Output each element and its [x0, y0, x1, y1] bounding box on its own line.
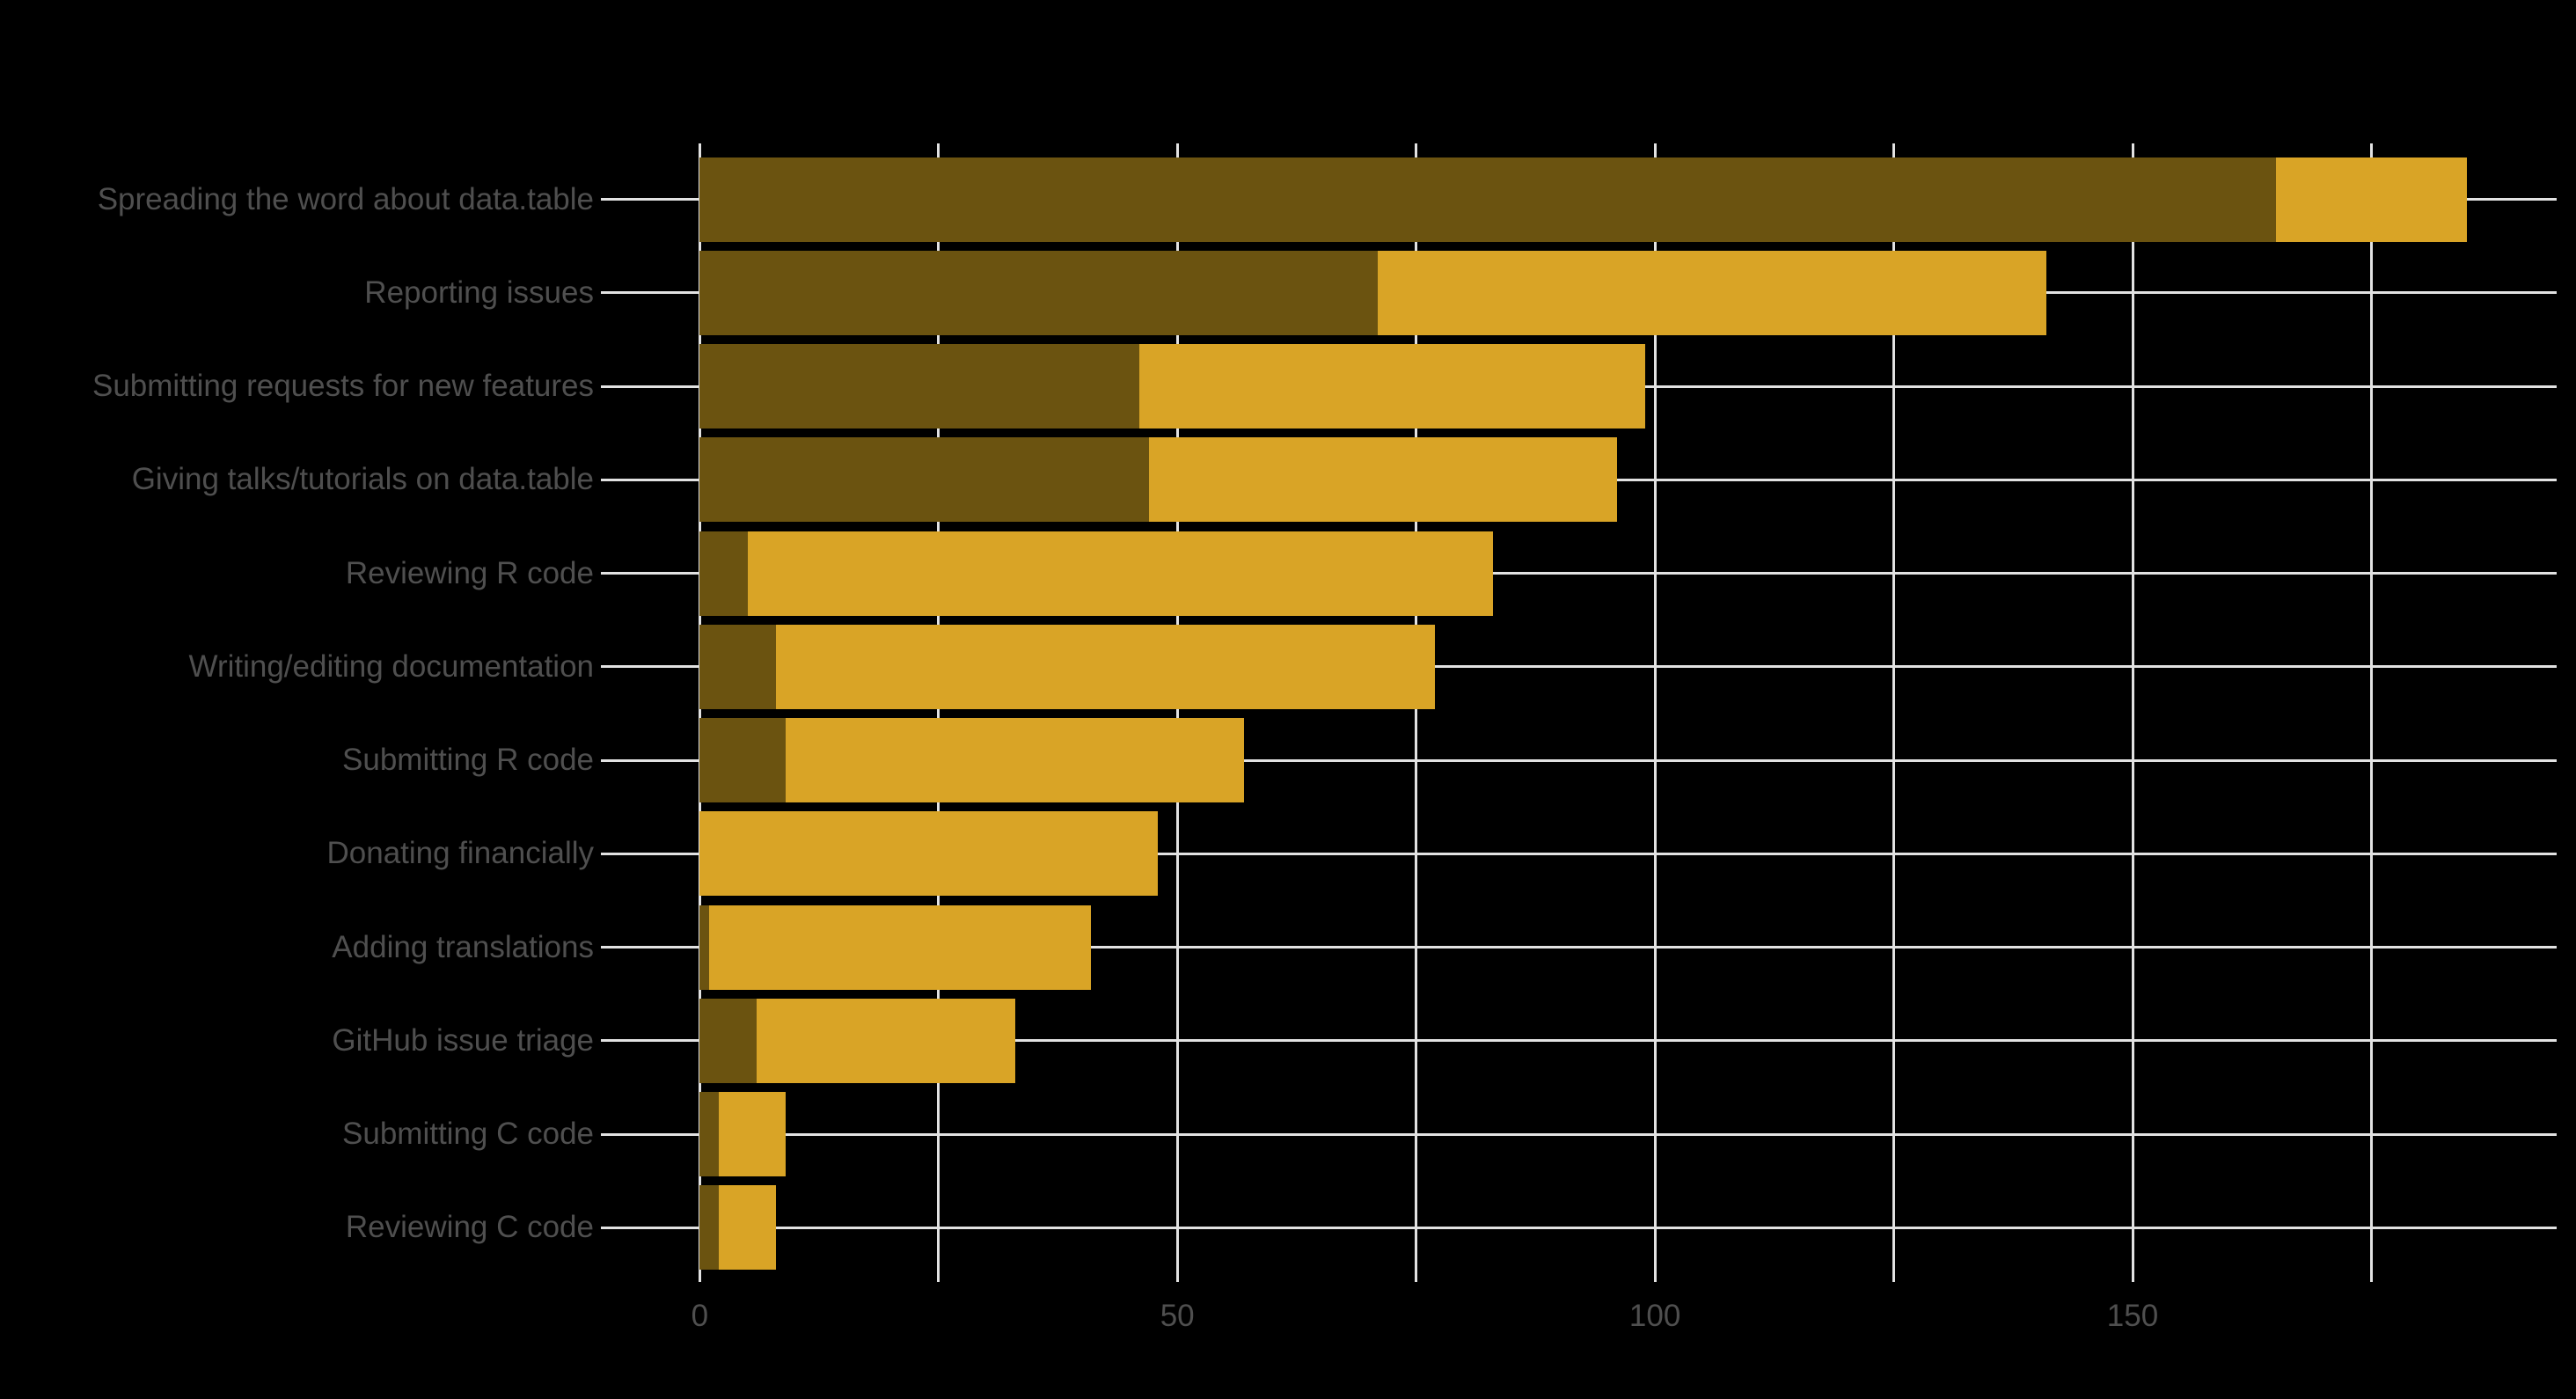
- vertical-gridline: [1175, 143, 1179, 1282]
- bar-segment-series_2_gold: [699, 811, 1159, 897]
- bar-segment-series_2_gold: [757, 998, 1015, 1083]
- bar-segment-series_2_gold: [709, 905, 1092, 990]
- horizontal-gridline: [601, 946, 2557, 949]
- category-label: Giving talks/tutorials on data.table: [131, 462, 594, 497]
- category-label: Spreading the word about data.table: [97, 181, 594, 216]
- bar-segment-series_2_gold: [1148, 437, 1617, 523]
- category-label: Adding translations: [332, 929, 594, 964]
- bar-segment-series_2_gold: [1138, 344, 1646, 429]
- horizontal-gridline: [601, 572, 2557, 575]
- horizontal-gridline: [601, 665, 2557, 669]
- category-label: GitHub issue triage: [332, 1022, 594, 1058]
- x-tick-label: 50: [1160, 1299, 1195, 1333]
- horizontal-gridline: [601, 852, 2557, 855]
- category-label: Submitting requests for new features: [91, 369, 594, 404]
- bar-segment-series_1_dark_olive: [699, 905, 710, 990]
- vertical-gridline: [1415, 143, 1418, 1282]
- bar-segment-series_1_dark_olive: [699, 1185, 719, 1271]
- horizontal-gridline: [601, 758, 2557, 762]
- plot-area: [611, 143, 2557, 1282]
- vertical-gridline: [2131, 143, 2134, 1282]
- bar-segment-series_1_dark_olive: [699, 157, 2276, 242]
- bar-segment-series_2_gold: [776, 624, 1436, 709]
- category-label: Submitting R code: [342, 743, 594, 778]
- vertical-gridline: [1653, 143, 1657, 1282]
- bar-segment-series_1_dark_olive: [699, 437, 1149, 523]
- horizontal-gridline: [601, 1226, 2557, 1229]
- bar-segment-series_1_dark_olive: [699, 998, 757, 1083]
- bar-segment-series_2_gold: [786, 718, 1245, 803]
- horizontal-gridline: [601, 1039, 2557, 1043]
- vertical-gridline: [937, 143, 940, 1282]
- category-label: Submitting C code: [342, 1117, 594, 1151]
- x-tick-label: 0: [691, 1299, 709, 1333]
- category-label: Reviewing C code: [345, 1210, 594, 1245]
- bar-segment-series_2_gold: [719, 1092, 787, 1176]
- category-label: Writing/editing documentation: [188, 648, 594, 684]
- vertical-gridline: [2369, 143, 2373, 1282]
- bar-segment-series_1_dark_olive: [699, 531, 748, 616]
- bar-segment-series_2_gold: [1378, 250, 2047, 335]
- category-label: Reviewing R code: [345, 555, 594, 590]
- bar-segment-series_1_dark_olive: [699, 624, 777, 709]
- bar-segment-series_2_gold: [719, 1185, 777, 1271]
- vertical-gridline: [698, 143, 701, 1282]
- bar-segment-series_1_dark_olive: [699, 1092, 719, 1176]
- x-tick-label: 150: [2106, 1299, 2159, 1333]
- horizontal-gridline: [601, 1132, 2557, 1136]
- category-label: Reporting issues: [364, 275, 594, 310]
- bar-segment-series_1_dark_olive: [699, 250, 1379, 335]
- bar-segment-series_1_dark_olive: [699, 344, 1139, 429]
- vertical-gridline: [1892, 143, 1896, 1282]
- bar-segment-series_2_gold: [747, 531, 1493, 616]
- bar-segment-series_2_gold: [2275, 157, 2468, 242]
- category-label: Donating financially: [326, 836, 594, 871]
- x-tick-label: 100: [1628, 1299, 1681, 1333]
- bar-segment-series_1_dark_olive: [699, 718, 787, 803]
